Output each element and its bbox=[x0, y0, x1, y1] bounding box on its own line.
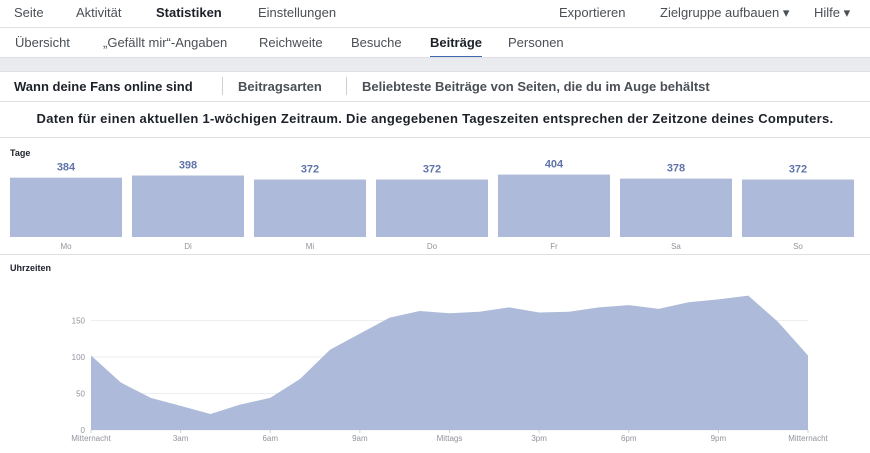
value-label: 384 bbox=[57, 162, 76, 174]
divider bbox=[222, 77, 223, 95]
x-tick-label: 9am bbox=[352, 434, 368, 443]
x-tick-label: Mo bbox=[60, 242, 72, 251]
subnav-item[interactable]: Reichweite bbox=[259, 35, 323, 50]
x-tick-label: So bbox=[793, 242, 803, 251]
nav-item[interactable]: Statistiken bbox=[156, 5, 222, 20]
x-tick-label: Mi bbox=[306, 242, 315, 251]
value-label: 372 bbox=[423, 164, 441, 176]
tab[interactable]: Wann deine Fans online sind bbox=[14, 79, 193, 94]
x-tick-label: 9pm bbox=[711, 434, 727, 443]
x-tick-label: Fr bbox=[550, 242, 558, 251]
x-tick-label: Mittags bbox=[437, 434, 463, 443]
tabs: Wann deine Fans online sind Beitragsarte… bbox=[0, 71, 870, 102]
subnav-item[interactable]: Übersicht bbox=[15, 35, 70, 50]
nav-item[interactable]: Seite bbox=[14, 5, 44, 20]
x-tick-label: Di bbox=[184, 242, 192, 251]
sub-nav: Übersicht „Gefällt mir“-Angaben Reichwei… bbox=[0, 28, 870, 58]
x-tick-label: 6pm bbox=[621, 434, 637, 443]
subnav-item[interactable]: „Gefällt mir“-Angaben bbox=[103, 35, 228, 50]
value-label: 378 bbox=[667, 163, 685, 175]
bar bbox=[376, 179, 488, 237]
separator bbox=[0, 57, 870, 72]
y-tick-label: 0 bbox=[81, 426, 86, 435]
bar bbox=[132, 175, 244, 237]
top-nav: Seite Aktivität Statistiken Einstellunge… bbox=[0, 0, 870, 28]
x-tick-label: 3am bbox=[173, 434, 189, 443]
divider bbox=[346, 77, 347, 95]
value-label: 404 bbox=[545, 159, 564, 171]
subnav-item[interactable]: Beiträge bbox=[430, 35, 483, 58]
nav-item[interactable]: Einstellungen bbox=[258, 5, 337, 20]
bar bbox=[620, 178, 732, 237]
value-label: 398 bbox=[179, 160, 197, 172]
bar bbox=[10, 177, 122, 237]
x-tick-label: Sa bbox=[671, 242, 681, 251]
y-tick-label: 50 bbox=[76, 390, 85, 399]
bar bbox=[742, 179, 854, 237]
value-label: 372 bbox=[301, 164, 319, 176]
nav-item[interactable]: Exportieren bbox=[559, 5, 626, 20]
value-label: 372 bbox=[789, 164, 807, 176]
x-tick-label: Mitternacht bbox=[71, 434, 111, 443]
charts: Tage Uhrzeiten 384 Mo 398 Di 372 Mi 372 Do 404 Fr… bbox=[0, 137, 870, 443]
y-tick-label: 150 bbox=[72, 317, 86, 326]
nav-item[interactable]: Aktivität bbox=[76, 5, 122, 20]
nav-item[interactable]: Zielgruppe aufbauen ▾ bbox=[660, 5, 790, 20]
x-tick-label: 6am bbox=[262, 434, 278, 443]
x-tick-label: 3pm bbox=[531, 434, 547, 443]
chart-title: Tage bbox=[10, 148, 30, 158]
tab[interactable]: Beliebteste Beiträge von Seiten, die du … bbox=[362, 79, 710, 94]
subnav-item[interactable]: Personen bbox=[508, 35, 564, 50]
bar bbox=[254, 179, 366, 237]
chart-title: Uhrzeiten bbox=[10, 263, 51, 273]
y-tick-label: 100 bbox=[72, 353, 86, 362]
nav-item[interactable]: Hilfe ▾ bbox=[814, 5, 851, 20]
subnav-item[interactable]: Besuche bbox=[351, 35, 402, 50]
area bbox=[91, 295, 808, 430]
x-tick-label: Do bbox=[427, 242, 438, 251]
bar bbox=[498, 174, 610, 237]
note: Daten für einen aktuellen 1-wöchigen Zei… bbox=[36, 111, 834, 126]
x-tick-label: Mitternacht bbox=[788, 434, 828, 443]
tab[interactable]: Beitragsarten bbox=[238, 79, 322, 94]
